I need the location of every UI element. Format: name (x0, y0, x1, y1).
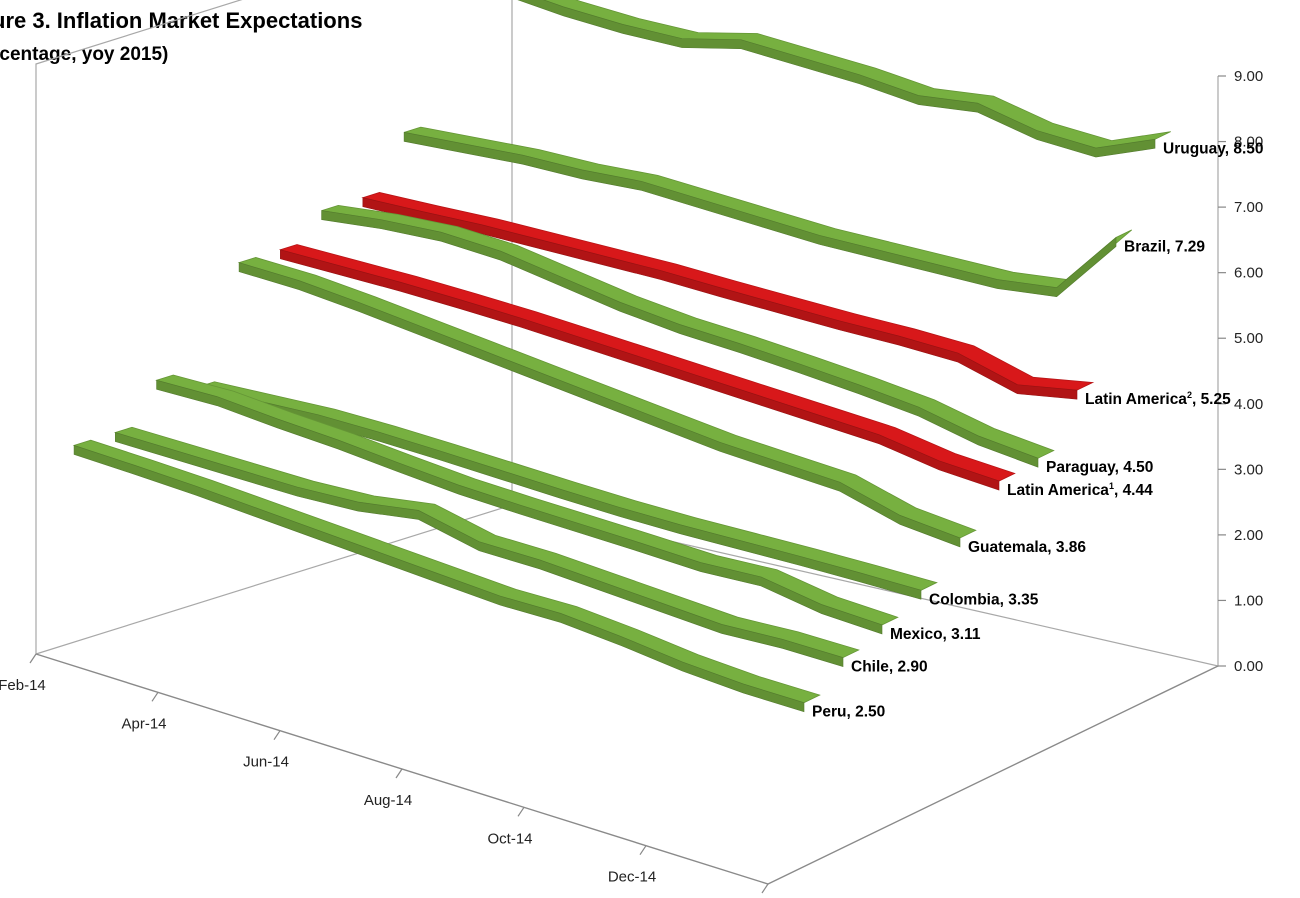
x-tick (151, 692, 159, 702)
y-tick-label: 9.00 (1234, 68, 1263, 85)
series-label: Uruguay, 8.50 (1163, 140, 1264, 157)
series-ribbon-edge (321, 210, 1039, 468)
series-label: Latin America1, 4.44 (1007, 481, 1153, 499)
x-tick (395, 768, 403, 779)
floor-front-edge (35, 653, 1219, 885)
y-tick-label: 0.00 (1234, 658, 1263, 675)
back-wall (511, 0, 1219, 667)
y-tick-label: 1.00 (1234, 592, 1263, 609)
x-tick-label: Oct-14 (487, 830, 532, 847)
x-tick-label: Dec-14 (608, 869, 656, 886)
x-tick (29, 653, 37, 664)
series-label: Latin America2, 5.25 (1085, 390, 1231, 408)
x-tick (517, 807, 525, 817)
series-label: Guatemala, 3.86 (968, 539, 1086, 556)
series-ribbon-edge (156, 379, 883, 635)
series-ribbon-edge (197, 386, 922, 600)
series-ribbon-edge (115, 432, 844, 667)
x-tick (761, 883, 769, 894)
series-ribbon-edge (362, 197, 1078, 400)
x-tick-label: Apr-14 (121, 715, 166, 732)
chart-subtitle: rcentage, yoy 2015) (0, 44, 169, 65)
x-tick (639, 845, 647, 855)
y-tick-label: 6.00 (1234, 265, 1263, 282)
series-ribbon-edge (403, 131, 1117, 298)
x-tick (273, 730, 281, 740)
chart-title: ure 3. Inflation Market Expectations (0, 8, 363, 33)
series-ribbon-edge (280, 249, 1000, 491)
series-ribbon-edge (238, 262, 961, 548)
y-tick-label: 2.00 (1234, 527, 1263, 544)
y-tick-label: 3.00 (1234, 461, 1263, 478)
floor-back-edge (35, 504, 513, 655)
series-ribbon-edge (73, 444, 805, 713)
y-tick-label: 4.00 (1234, 396, 1263, 413)
y-tick-label: 7.00 (1234, 199, 1263, 216)
y-tick-label: 5.00 (1234, 330, 1263, 347)
series-label: Paraguay, 4.50 (1046, 459, 1153, 476)
series-label: Colombia, 3.35 (929, 591, 1039, 608)
y-tick-label: 8.00 (1234, 134, 1263, 151)
side-wall (35, 0, 243, 654)
series-label: Brazil, 7.29 (1124, 239, 1205, 256)
series-ribbon-edge (517, 0, 1156, 158)
series-label: Peru, 2.50 (812, 704, 885, 721)
x-tick-label: Feb-14 (0, 677, 46, 694)
x-tick-label: Jun-14 (243, 754, 289, 771)
series-label: Mexico, 3.11 (890, 626, 981, 643)
x-tick-label: Aug-14 (364, 792, 412, 809)
series-ribbon (542, 0, 1171, 149)
series-label: Chile, 2.90 (851, 659, 928, 676)
